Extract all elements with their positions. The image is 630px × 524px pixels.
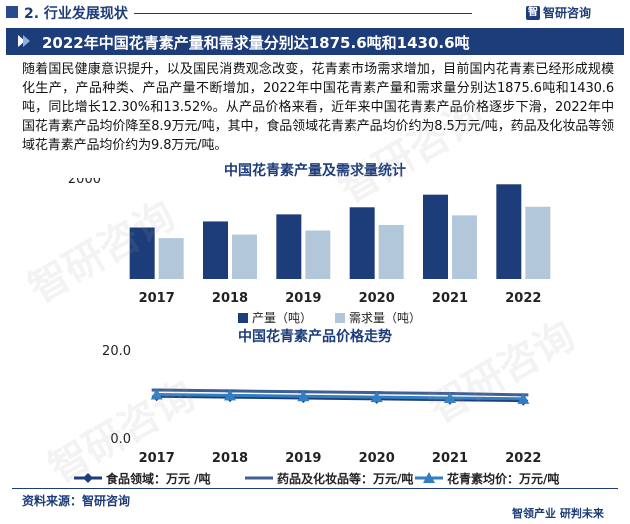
series-line — [156, 394, 524, 403]
logo-icon: 智 — [526, 5, 540, 20]
bar-production — [276, 214, 302, 279]
x-tick-label: 2019 — [285, 451, 321, 466]
legend-swatch — [335, 313, 345, 323]
description-paragraph: 随着国民健康意识提升，以及国民消费观念改变，花青素市场需求增加，目前国内花青素已… — [22, 62, 614, 153]
bar-demand — [378, 224, 404, 279]
data-point — [297, 390, 310, 402]
x-tick-label: 2020 — [359, 451, 395, 466]
x-tick-label: 2019 — [285, 291, 321, 306]
bar-demand — [525, 206, 551, 279]
x-tick-label: 2018 — [212, 291, 248, 306]
legend-label: 药品及化妆品等：万元/吨 — [277, 471, 413, 486]
x-tick-label: 2021 — [432, 291, 468, 306]
bar-demand — [158, 238, 184, 279]
bar-production — [423, 194, 448, 279]
legend-label: 食品领域：万元 /吨 — [105, 471, 211, 486]
x-tick-label: 2017 — [139, 291, 175, 306]
data-point — [370, 391, 383, 403]
title-banner: 2022年中国花青素产量和需求量分别达1875.6吨和1430.6吨 — [6, 28, 624, 55]
x-tick-label: 2017 — [139, 451, 175, 466]
data-point — [517, 392, 530, 404]
legend-marker — [423, 472, 435, 483]
section-square-icon — [6, 6, 18, 18]
data-point — [444, 391, 456, 403]
bar-production — [349, 207, 375, 279]
bar-demand — [452, 215, 477, 279]
production-demand-bar-chart: 2000 2017 2018 2019 2020 2021 2022 产量（吨） 需求量（吨） — [68, 178, 551, 325]
banner-title: 2022年中国花青素产量和需求量分别达1875.6吨和1430.6吨 — [42, 34, 470, 52]
top-bar: 2. 行业发展现状 智 智研咨询 — [0, 0, 630, 26]
section-label: 2. 行业发展现状 — [24, 6, 128, 22]
data-point — [150, 388, 163, 400]
bar-production — [203, 221, 228, 279]
bar-production — [129, 227, 155, 279]
logo-text: 智研咨询 — [543, 6, 592, 20]
source-note: 资料来源：智研咨询 — [22, 494, 131, 508]
bar-chart-title: 中国花青素产量及需求量统计 — [224, 163, 406, 179]
x-tick-label: 2022 — [505, 451, 541, 466]
legend-label: 产量（吨） — [252, 311, 312, 325]
series-line — [156, 392, 524, 401]
price-trend-line-chart: 20.0 0.0 2017 2018 2019 2020 2021 2022 食品领域：万元 /… — [74, 344, 559, 486]
chevron-right-icon — [18, 35, 30, 47]
bar-production — [496, 184, 522, 279]
legend-marker — [83, 473, 93, 483]
x-tick-label: 2018 — [212, 451, 248, 466]
data-point — [224, 389, 236, 401]
y-tick-label: 20.0 — [102, 344, 131, 359]
y-tick-label: 0.0 — [110, 432, 131, 447]
bar-demand — [232, 234, 257, 279]
series-line — [156, 388, 524, 397]
y-tick-label: 2000 — [68, 178, 101, 187]
x-tick-label: 2021 — [432, 451, 468, 466]
x-tick-label: 2022 — [505, 291, 541, 306]
footer-slogan: 智领产业 研判未来 — [512, 507, 604, 520]
header-divider — [134, 13, 472, 14]
line-chart-title: 中国花青素产品价格走势 — [238, 329, 392, 345]
footer-divider — [12, 488, 618, 489]
bar-demand — [305, 230, 331, 279]
legend-swatch — [238, 313, 248, 323]
x-tick-label: 2020 — [359, 291, 395, 306]
legend-label: 需求量（吨） — [349, 311, 421, 325]
brand-logo: 智 智研咨询 — [526, 4, 591, 21]
legend-label: 花青素均价：万元/吨 — [447, 471, 559, 486]
